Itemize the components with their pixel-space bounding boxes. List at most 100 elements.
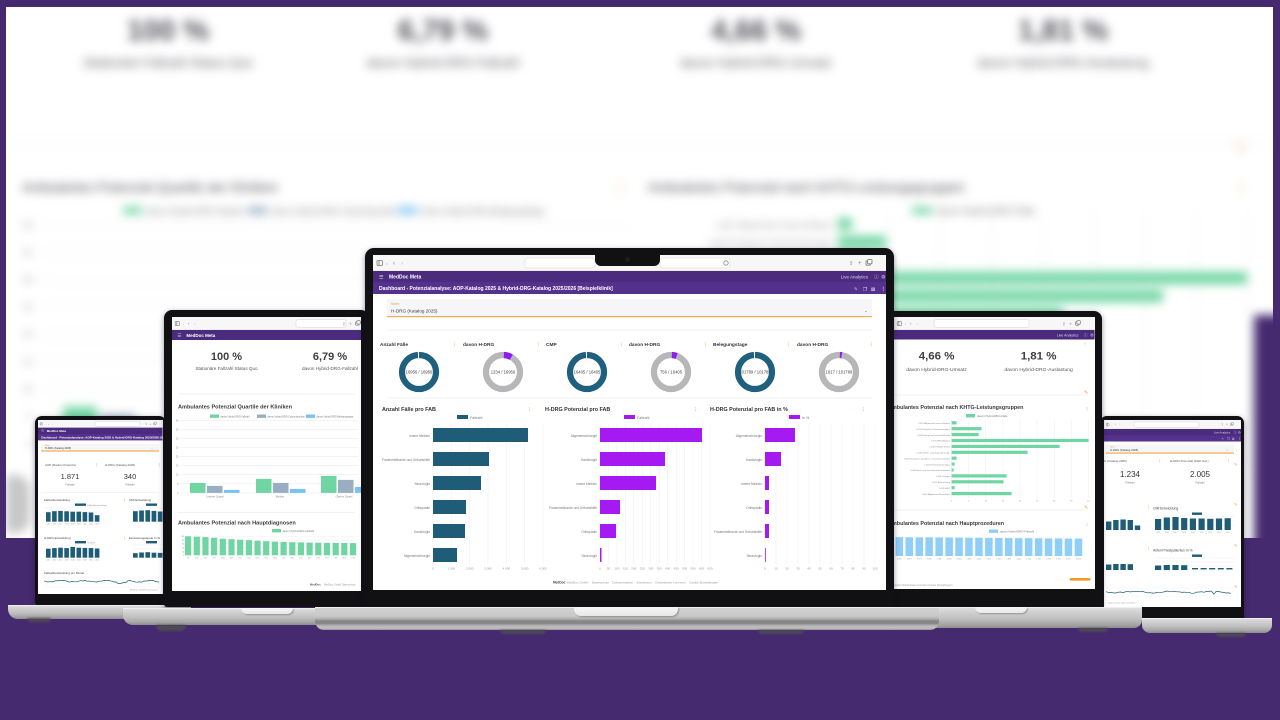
svg-text:LG40 Kinder- und Jugendchirurg: LG40 Kinder- und Jugendchirurgie <box>917 452 951 455</box>
svg-text:davon H-DRG: davon H-DRG <box>629 342 660 348</box>
svg-text:5.837: 5.837 <box>1066 558 1071 560</box>
svg-text:I48: I48 <box>334 557 338 559</box>
svg-text:Frauenheilkunde und Geburtshil: Frauenheilkunde und Geburtshilfe <box>549 506 597 510</box>
svg-text:⋮: ⋮ <box>1236 183 1247 195</box>
svg-text:5.388: 5.388 <box>937 558 943 560</box>
svg-text:davon Hybrid-DRG-Fallzahl: davon Hybrid-DRG-Fallzahl <box>221 415 251 418</box>
svg-text:1.820: 1.820 <box>997 558 1003 560</box>
svg-text:H-DRG Potenzial (InEK Kat.): H-DRG Potenzial (InEK Kat.) <box>1170 459 1209 463</box>
svg-text:Frauenheilkunde und Geburtshil: Frauenheilkunde und Geburtshilfe <box>382 458 430 462</box>
svg-text:150: 150 <box>623 567 628 571</box>
svg-text:2018: 2018 <box>65 560 69 562</box>
svg-text:LG02 Komplexe Gastroenterologi: LG02 Komplexe Gastroenterologie <box>917 428 951 431</box>
svg-text:MedDoc Meta: MedDoc Meta <box>47 429 67 433</box>
svg-text:⋮: ⋮ <box>536 341 541 348</box>
svg-text:✎: ✎ <box>1236 144 1245 156</box>
svg-text:⌄: ⌄ <box>44 424 46 426</box>
svg-text:50: 50 <box>607 567 611 571</box>
svg-text:⋮: ⋮ <box>1238 437 1241 442</box>
svg-text:⋮: ⋮ <box>619 341 624 348</box>
svg-text:‹: ‹ <box>910 322 912 327</box>
svg-text:Fallzahl: Fallzahl <box>1126 481 1135 485</box>
svg-text:2022: 2022 <box>1217 532 1221 534</box>
svg-text:H-DRG (Katalog 2025): H-DRG (Katalog 2025) <box>105 463 135 467</box>
svg-text:davon Hybrid-DRG-Casemixpunkte: davon Hybrid-DRG-Casemixpunkte <box>271 207 397 216</box>
svg-text:davon Hybrid-DRG-Umsatz: davon Hybrid-DRG-Umsatz <box>907 367 968 373</box>
svg-text:Allgemeinchirurgie: Allgemeinchirurgie <box>571 434 597 438</box>
svg-text:16405 / 16405: 16405 / 16405 <box>574 370 601 375</box>
svg-text:H-DRG (Katalog 2025): H-DRG (Katalog 2025) <box>45 446 71 450</box>
svg-text:5.330: 5.330 <box>1027 558 1033 560</box>
svg-text:Live Analytics: Live Analytics <box>1057 334 1079 338</box>
svg-text:✎: ✎ <box>1222 437 1225 441</box>
svg-text:⌄: ⌄ <box>864 308 868 313</box>
svg-text:Fallzahl: Fallzahl <box>637 416 650 420</box>
svg-text:davon Hybrid-DRG-Fallzahl: davon Hybrid-DRG-Fallzahl <box>282 529 314 533</box>
svg-text:30: 30 <box>176 437 179 440</box>
svg-text:H-DRG Entwicklung: H-DRG Entwicklung <box>44 536 71 540</box>
svg-text:⌄: ⌄ <box>1226 448 1228 452</box>
svg-text:MedDoc GmbH Datenschutz: MedDoc GmbH Datenschutz <box>324 583 356 586</box>
svg-text:⋮: ⋮ <box>1158 459 1161 464</box>
svg-text:100: 100 <box>614 567 619 571</box>
svg-text:200: 200 <box>631 567 636 571</box>
svg-text:ⓘ: ⓘ <box>1084 333 1088 338</box>
svg-text:30: 30 <box>23 276 32 285</box>
svg-text:Oberes Quartil: Oberes Quartil <box>336 494 353 498</box>
svg-text:100 %: 100 % <box>127 15 209 47</box>
svg-text:5.380: 5.380 <box>957 558 963 560</box>
svg-text:5.382: 5.382 <box>947 558 952 560</box>
svg-text:50: 50 <box>818 567 822 571</box>
svg-text:25: 25 <box>176 446 179 449</box>
svg-text:5.385: 5.385 <box>967 558 973 560</box>
svg-text:ⓘ: ⓘ <box>1234 431 1237 435</box>
svg-text:1.873: 1.873 <box>917 558 923 560</box>
svg-text:2020: 2020 <box>1200 532 1204 534</box>
svg-text:I20: I20 <box>282 557 286 559</box>
svg-text:2016: 2016 <box>52 560 56 562</box>
svg-text:2015: 2015 <box>46 524 50 526</box>
svg-text:☰: ☰ <box>177 332 181 337</box>
svg-text:5: 5 <box>968 500 970 502</box>
svg-text:Norm: Norm <box>391 302 399 306</box>
svg-text:101789 / 101789: 101789 / 101789 <box>739 370 771 375</box>
svg-text:davon Hybrid-DRG-Fallzahl: davon Hybrid-DRG-Fallzahl <box>146 207 244 216</box>
svg-text:2019: 2019 <box>71 560 75 562</box>
svg-text:10: 10 <box>774 567 778 571</box>
svg-text:⋮: ⋮ <box>95 463 98 468</box>
svg-text:Datenschutz Dokumentation: Datenschutz Dokumentation <box>1108 602 1136 605</box>
svg-text:⋮: ⋮ <box>869 341 874 348</box>
svg-text:⋮: ⋮ <box>158 463 161 468</box>
svg-text:650: 650 <box>707 567 712 571</box>
svg-text:M16: M16 <box>342 557 347 559</box>
svg-text:Stationäre Fallzahl Status Quo: Stationäre Fallzahl Status Quo <box>195 366 258 371</box>
svg-text:Fallzahl: Fallzahl <box>470 416 483 420</box>
svg-text:I10: I10 <box>187 557 191 559</box>
svg-text:›: › <box>194 322 196 327</box>
svg-text:K40: K40 <box>204 557 208 559</box>
svg-text:60: 60 <box>182 543 184 545</box>
svg-text:Norm: Norm <box>1110 445 1116 448</box>
svg-text:⇪: ⇪ <box>1221 423 1224 427</box>
svg-text:Fallzahl: Fallzahl <box>1196 481 1205 485</box>
svg-text:0: 0 <box>177 492 179 495</box>
svg-text:H-DRG Potenzial pro FAB in %: H-DRG Potenzial pro FAB in % <box>710 407 788 413</box>
svg-text:davon Hybrid-DRG-Belegungstage: davon Hybrid-DRG-Belegungstage <box>421 207 545 216</box>
svg-text:2015: 2015 <box>46 560 50 562</box>
svg-text:⇪: ⇪ <box>145 422 147 426</box>
svg-text:0: 0 <box>28 439 33 448</box>
svg-text:⋮: ⋮ <box>527 406 532 413</box>
svg-text:2.005: 2.005 <box>1190 470 1211 479</box>
svg-text:20: 20 <box>182 551 184 553</box>
svg-text:0: 0 <box>951 500 953 502</box>
svg-text:E11: E11 <box>308 557 311 559</box>
svg-text:4.000: 4.000 <box>503 567 511 571</box>
svg-text:☰: ☰ <box>379 275 384 281</box>
svg-text:✎: ✎ <box>1084 505 1088 511</box>
svg-text:1.871: 1.871 <box>61 472 80 481</box>
svg-text:4,66 %: 4,66 % <box>711 15 801 47</box>
svg-text:LG40 Allgemeine Neurologie: LG40 Allgemeine Neurologie <box>923 493 952 496</box>
svg-text:‹: ‹ <box>188 322 190 327</box>
svg-text:2022: 2022 <box>89 560 93 562</box>
svg-text:⌄: ⌄ <box>904 322 907 326</box>
